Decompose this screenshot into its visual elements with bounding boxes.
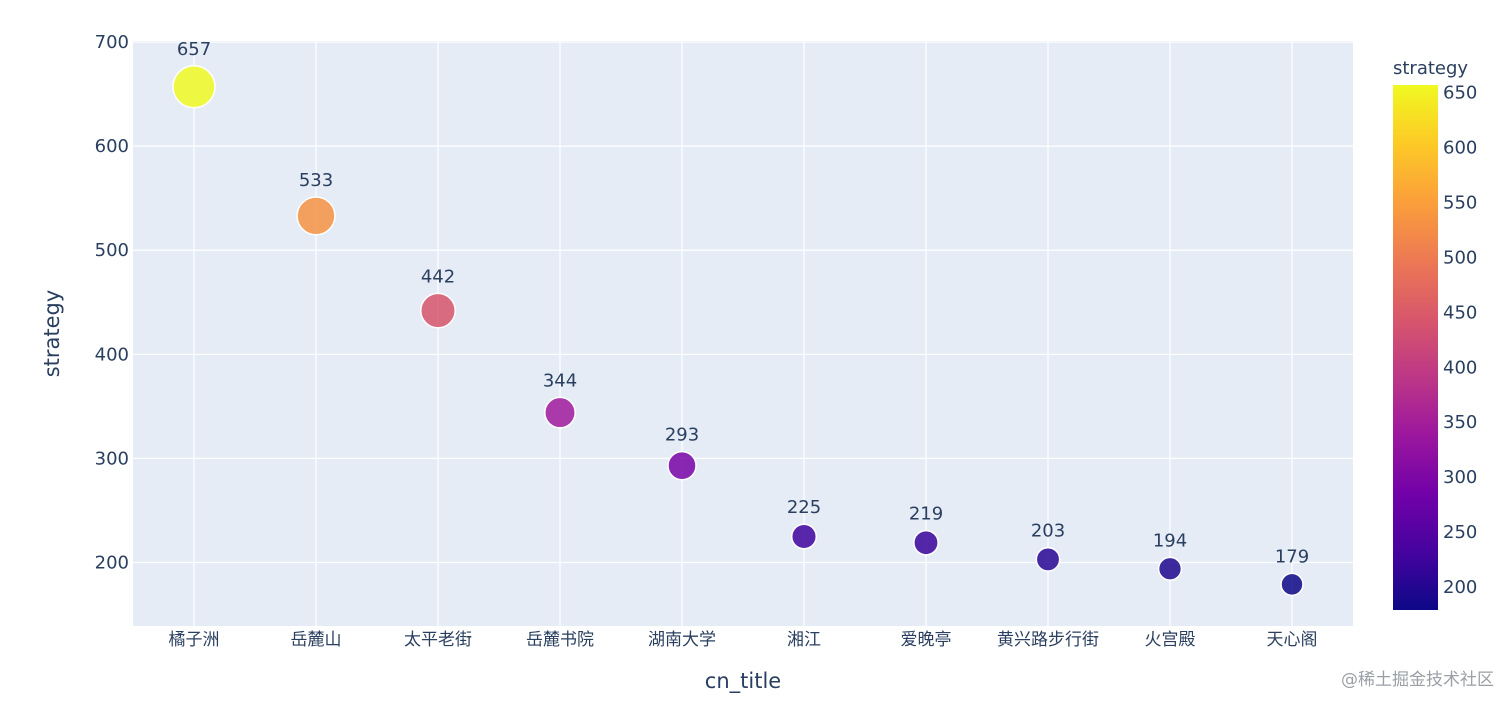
colorbar-tick-label: 400	[1443, 357, 1477, 378]
colorbar-tick-label: 350	[1443, 412, 1477, 433]
data-point	[296, 196, 336, 236]
colorbar-tick-label: 650	[1443, 83, 1477, 104]
data-point	[790, 523, 818, 550]
data-point	[1035, 546, 1061, 572]
data-label: 194	[1153, 530, 1187, 551]
x-tick-label: 黄兴路步行街	[997, 630, 1099, 650]
x-tick-label: 火宫殿	[1145, 630, 1196, 650]
data-point	[544, 396, 576, 429]
data-point	[172, 65, 216, 109]
x-tick-label: 太平老街	[404, 630, 472, 650]
data-label: 179	[1275, 546, 1309, 567]
x-tick-label: 爱晚亭	[901, 630, 952, 650]
x-tick-label: 天心阁	[1267, 630, 1318, 650]
colorbar-tick-label: 550	[1443, 193, 1477, 214]
watermark: @稀土掘金技术社区	[1341, 670, 1494, 690]
colorbar-tick-label: 250	[1443, 522, 1477, 543]
data-label: 293	[665, 425, 699, 446]
data-label: 203	[1031, 521, 1065, 542]
data-point	[1280, 572, 1304, 597]
data-label: 442	[421, 266, 455, 287]
data-label: 533	[299, 170, 333, 191]
y-tick-label: 600	[95, 136, 129, 157]
colorbar-title: strategy	[1393, 58, 1468, 79]
y-tick-label: 200	[95, 553, 129, 574]
colorbar-tick-label: 300	[1443, 467, 1477, 488]
plot-background	[133, 41, 1353, 626]
data-point	[420, 292, 456, 329]
colorbar-tick-label: 200	[1443, 577, 1477, 598]
x-tick-label: 湖南大学	[648, 630, 716, 650]
colorbar-tick-label: 450	[1443, 302, 1477, 323]
x-tick-label: 橘子洲	[169, 630, 220, 650]
colorbar-tick-label: 500	[1443, 247, 1477, 268]
x-tick-label: 岳麓书院	[526, 630, 594, 650]
y-tick-label: 700	[95, 32, 129, 53]
data-point	[1157, 556, 1183, 581]
data-label: 225	[787, 497, 821, 518]
colorbar	[1393, 85, 1438, 610]
data-point	[913, 529, 939, 556]
data-label: 219	[909, 504, 943, 525]
data-label: 344	[543, 370, 577, 391]
x-tick-label: 湘江	[787, 630, 821, 650]
x-tick-label: 岳麓山	[291, 630, 342, 650]
colorbar-tick-label: 600	[1443, 138, 1477, 159]
y-tick-label: 400	[95, 344, 129, 365]
y-tick-label: 300	[95, 448, 129, 469]
y-tick-label: 500	[95, 240, 129, 261]
y-axis-title: strategy	[40, 290, 64, 378]
data-label: 657	[177, 39, 211, 60]
data-point	[667, 450, 697, 481]
x-axis-title: cn_title	[705, 669, 781, 694]
